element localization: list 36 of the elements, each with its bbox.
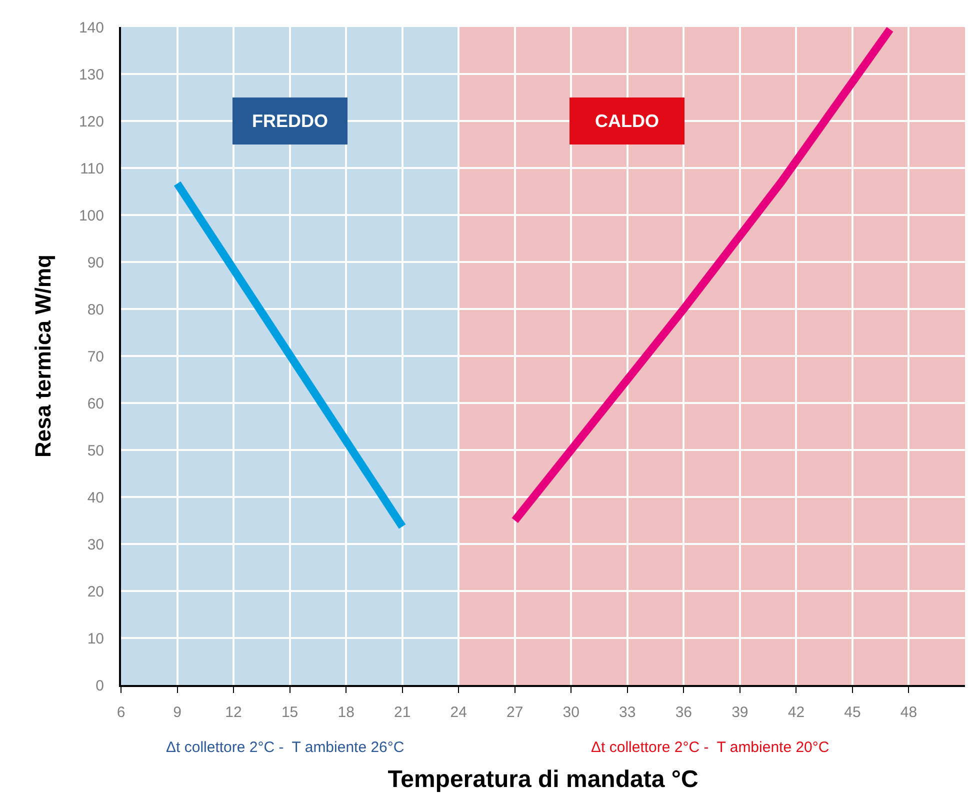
y-tick-label: 70 <box>87 348 104 366</box>
x-axis-title: Temperatura di mandata °C <box>388 766 698 793</box>
band-label: FREDDO <box>252 111 328 131</box>
x-tick-label: 21 <box>394 704 411 721</box>
x-tick-label: 6 <box>116 704 126 721</box>
x-tick-label: 27 <box>506 704 524 721</box>
y-tick-label: 90 <box>87 254 104 272</box>
y-tick-label: 60 <box>87 395 104 412</box>
y-axis-title: Resa termica W/mq <box>30 254 56 458</box>
x-tick-label: 45 <box>844 704 861 721</box>
x-tick-label: 33 <box>619 704 636 721</box>
x-tick-label: 36 <box>675 704 692 721</box>
x-tick-label: 42 <box>788 704 805 721</box>
x-tick-label: 48 <box>900 704 918 721</box>
band-label: CALDO <box>595 111 659 131</box>
x-tick-label: 12 <box>225 704 242 721</box>
y-tick-label: 20 <box>87 583 104 600</box>
x-tick-label: 30 <box>562 704 580 721</box>
x-tick-label: 9 <box>173 704 182 721</box>
x-tick-label: 39 <box>732 704 748 721</box>
y-tick-label: 10 <box>87 630 104 648</box>
y-tick-label: 130 <box>78 66 104 84</box>
x-tick-label: 15 <box>281 704 298 721</box>
y-tick-label: 0 <box>96 677 104 694</box>
y-tick-label: 50 <box>87 442 104 460</box>
y-tick-label: 110 <box>80 160 104 178</box>
text: Δt collettore 2°C - T ambiente 20°C <box>591 739 830 756</box>
y-tick-label: 100 <box>78 207 104 224</box>
y-tick-label: 30 <box>87 536 104 554</box>
y-tick-label: 120 <box>78 113 104 130</box>
y-tick-label: 140 <box>78 19 104 36</box>
y-tick-label: 80 <box>87 301 104 318</box>
x-tick-label: 18 <box>338 704 354 721</box>
x-tick-label: 24 <box>450 704 467 721</box>
text: Δt collettore 2°C - T ambiente 26°C <box>166 739 404 756</box>
y-tick-label: 40 <box>87 489 104 506</box>
